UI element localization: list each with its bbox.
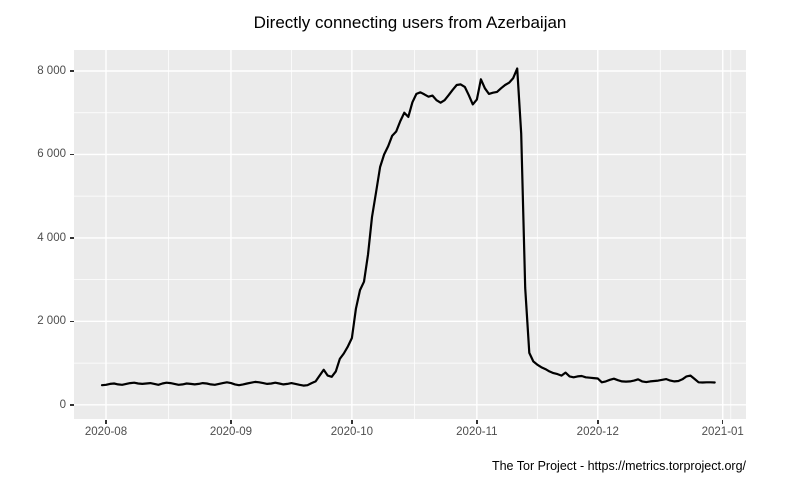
x-tick-label: 2020-08 [84,426,128,438]
x-tick-label: 2020-09 [209,426,253,438]
y-tick-label: 8 000 [37,65,66,77]
x-tick-label: 2020-12 [576,426,619,438]
x-tick-mark [476,419,478,424]
y-tick-mark [69,70,74,72]
x-tick-label: 2021-01 [701,426,744,438]
y-tick-label: 2 000 [37,315,66,328]
attribution-footer: The Tor Project - https://metrics.torpro… [491,459,746,473]
x-tick-mark [230,419,232,424]
y-tick-mark [69,153,74,156]
y-tick-label: 0 [59,398,66,411]
x-tick-label: 2020-10 [330,426,373,438]
plot-panel [74,50,746,419]
y-tick-mark [69,404,74,406]
users-line-series [100,67,716,387]
x-tick-label: 2020-11 [456,426,498,438]
y-tick-label: 4 000 [37,231,66,244]
x-tick-mark [597,419,599,424]
chart-title: Directly connecting users from Azerbaija… [253,13,567,32]
y-tick-label: 6 000 [37,148,66,161]
plot-area [74,50,746,419]
x-tick-mark [721,419,724,424]
y-tick-mark [69,320,74,323]
x-tick-mark [105,419,107,424]
y-tick-mark [69,237,74,239]
x-tick-mark [351,419,353,424]
